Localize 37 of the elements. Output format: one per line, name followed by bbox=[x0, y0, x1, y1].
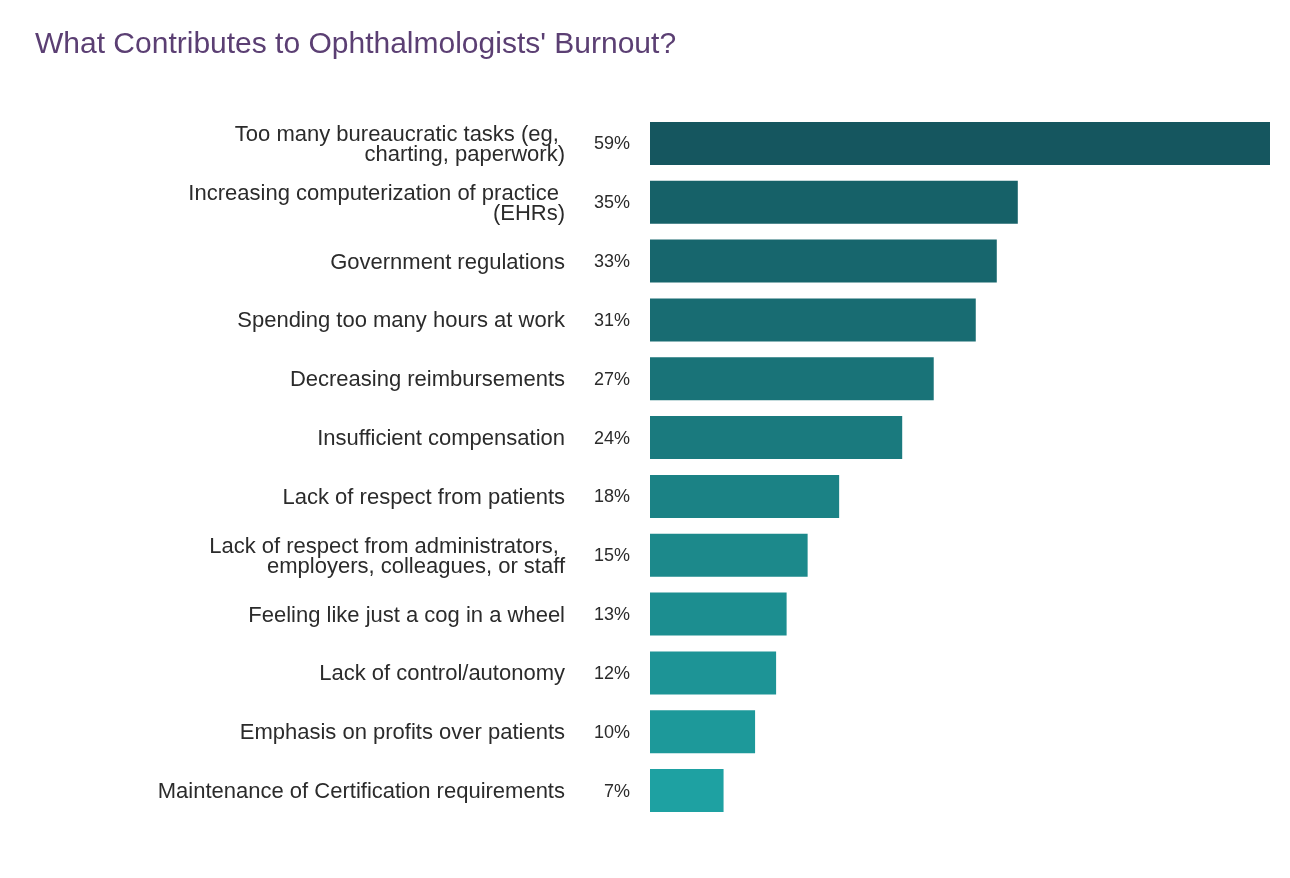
data-label: 7% bbox=[603, 780, 630, 801]
y-tick-label: Decreasing reimbursements bbox=[289, 366, 565, 392]
y-tick-label: Insufficient compensation bbox=[317, 425, 565, 451]
bar bbox=[650, 416, 903, 460]
data-label: 15% bbox=[593, 545, 630, 566]
data-label: 59% bbox=[593, 133, 630, 154]
bar bbox=[650, 357, 934, 401]
bar bbox=[650, 533, 808, 577]
data-label: 31% bbox=[593, 309, 630, 330]
data-label: 24% bbox=[593, 427, 630, 448]
y-tick-label: Lack of respect from administrators, employers, colleagues, or staff bbox=[209, 532, 566, 578]
data-label: 10% bbox=[593, 721, 630, 742]
bar bbox=[650, 239, 997, 283]
y-tick-label: Lack of respect from patients bbox=[282, 483, 565, 509]
y-tick-label: Emphasis on profits over patients bbox=[239, 719, 565, 745]
bar bbox=[650, 592, 787, 636]
data-label: 12% bbox=[593, 662, 630, 683]
text: What Contributes to Ophthalmologists' Burnout? bbox=[35, 25, 677, 59]
y-tick-label: Maintenance of Certification requirements bbox=[157, 778, 565, 804]
bar bbox=[650, 710, 756, 754]
bar bbox=[650, 298, 976, 342]
bar bbox=[650, 769, 724, 813]
y-tick-label: Too many bureaucratic tasks (eg, charting, paperwork) bbox=[234, 120, 565, 166]
y-tick-label: Spending too many hours at work bbox=[237, 307, 566, 333]
y-tick-label: Government regulations bbox=[330, 248, 565, 274]
data-label: 33% bbox=[593, 251, 630, 272]
data-label: 35% bbox=[593, 192, 630, 213]
data-label: 27% bbox=[593, 368, 630, 389]
y-tick-label: Lack of control/autonomy bbox=[319, 660, 565, 686]
y-tick-label: Increasing computerization of practice (EHRs) bbox=[188, 179, 565, 225]
data-label: 18% bbox=[593, 486, 630, 507]
bar bbox=[650, 121, 1270, 165]
bar bbox=[650, 180, 1018, 224]
data-label: 13% bbox=[593, 604, 630, 625]
bar bbox=[650, 651, 777, 695]
bar bbox=[650, 474, 840, 518]
y-tick-label: Feeling like just a cog in a wheel bbox=[248, 601, 565, 627]
